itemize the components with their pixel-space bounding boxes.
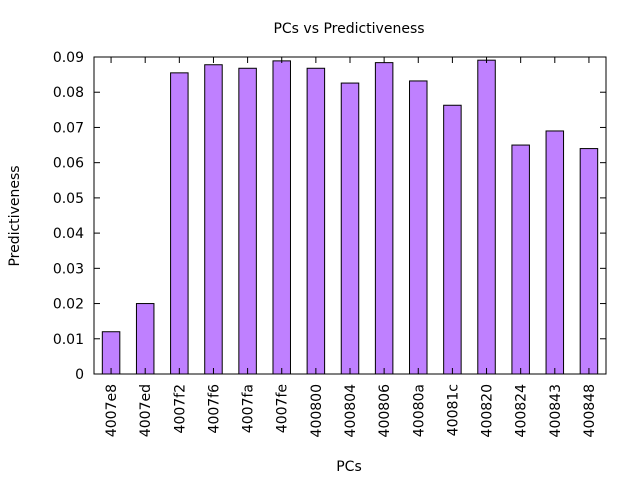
x-tick-label: 4007ed [138,384,154,437]
x-axis-ticks: 4007e8 4007ed 4007f2 4007f6 4007fa 4007fe 4008… [104,57,598,437]
bar-40080a [409,80,428,375]
x-tick-label: 400848 [582,384,598,437]
plot-frame [93,56,607,375]
bar-400804 [340,82,360,375]
bar-400806 [374,62,394,375]
y-tick-label: 0.04 [53,226,84,242]
bar-4007fe [272,60,291,375]
bar-400843 [545,130,565,375]
x-axis-label: PCs [336,459,362,475]
y-tick-label: 0 [75,367,84,383]
bar-400848 [579,148,599,375]
chart-title: PCs vs Predictiveness [273,21,424,37]
x-tick-label: 400820 [480,384,496,437]
x-tick-label: 400804 [343,384,359,438]
x-tick-label: 4007fa [241,384,257,433]
y-tick-label: 0.05 [53,191,84,207]
bar-400824 [511,144,530,375]
y-tick-label: 0.09 [53,50,84,66]
x-tick-label: 4007f2 [172,384,188,433]
y-axis-label: Predictiveness [7,165,23,266]
bar-4007ed [135,303,155,375]
x-tick-label: 400843 [548,384,564,437]
bar-400800 [306,67,326,375]
bar-4007f6 [204,64,223,375]
x-tick-label: 40081c [445,384,461,436]
y-axis-ticks: 0 0.01 0.02 0.03 0.04 0.05 0.06 0.07 0.08 0.09 [53,50,606,383]
x-tick-label: 400824 [514,384,530,438]
x-tick-label: 400806 [377,384,393,438]
y-tick-label: 0.03 [53,261,84,277]
bars [101,59,599,375]
bar-400820 [477,59,496,375]
bar-40081c [443,104,462,375]
y-tick-label: 0.07 [53,120,84,136]
x-tick-label: 40080a [411,384,427,437]
y-tick-label: 0.06 [53,156,84,172]
bar-4007e8 [101,331,121,375]
y-tick-label: 0.01 [53,332,84,348]
x-tick-label: 4007f6 [206,384,222,434]
y-tick-label: 0.08 [53,85,84,101]
x-tick-label: 4007fe [275,384,291,433]
x-tick-label: 4007e8 [104,384,120,437]
bar-4007f2 [170,72,189,375]
bar-4007fa [238,67,257,375]
y-tick-label: 0.02 [53,297,84,313]
x-tick-label: 400800 [309,384,325,437]
